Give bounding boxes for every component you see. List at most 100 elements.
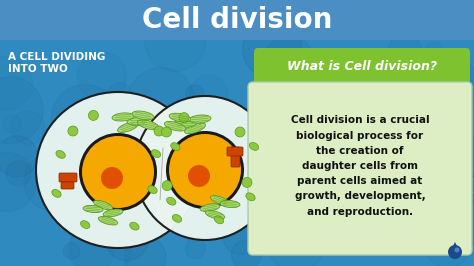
Polygon shape: [450, 242, 460, 252]
Circle shape: [52, 85, 118, 152]
Circle shape: [144, 117, 171, 143]
Circle shape: [331, 78, 357, 105]
Ellipse shape: [169, 113, 191, 122]
Circle shape: [0, 153, 36, 211]
Circle shape: [398, 209, 420, 232]
Circle shape: [401, 190, 465, 253]
Ellipse shape: [137, 120, 159, 130]
Circle shape: [235, 127, 245, 137]
Circle shape: [293, 197, 314, 218]
Ellipse shape: [249, 143, 259, 150]
Circle shape: [101, 167, 123, 189]
Circle shape: [292, 72, 311, 91]
Text: A CELL DIVIDING
INTO TWO: A CELL DIVIDING INTO TWO: [8, 52, 105, 74]
Ellipse shape: [112, 113, 134, 121]
Ellipse shape: [98, 217, 118, 225]
Circle shape: [296, 177, 346, 227]
FancyBboxPatch shape: [0, 0, 474, 40]
Ellipse shape: [103, 209, 123, 217]
Ellipse shape: [93, 200, 112, 210]
Circle shape: [88, 110, 99, 120]
Circle shape: [231, 240, 261, 266]
Circle shape: [455, 247, 459, 252]
Ellipse shape: [246, 193, 255, 201]
Ellipse shape: [127, 118, 149, 126]
Circle shape: [64, 243, 80, 259]
Circle shape: [267, 214, 325, 266]
Circle shape: [395, 61, 442, 108]
Circle shape: [425, 221, 471, 266]
Circle shape: [0, 136, 37, 177]
Ellipse shape: [220, 200, 240, 207]
Text: Cell division is a crucial
biological process for
the creation of
daughter cells: Cell division is a crucial biological pr…: [291, 115, 429, 217]
Circle shape: [263, 36, 315, 88]
Circle shape: [242, 177, 252, 188]
Ellipse shape: [210, 196, 229, 205]
Circle shape: [140, 129, 197, 186]
Circle shape: [107, 83, 133, 109]
Circle shape: [243, 19, 302, 79]
Circle shape: [179, 113, 189, 123]
Circle shape: [188, 165, 210, 187]
Circle shape: [277, 135, 319, 178]
Circle shape: [360, 164, 409, 213]
Ellipse shape: [56, 151, 65, 158]
Circle shape: [425, 42, 443, 59]
Circle shape: [24, 152, 83, 211]
Circle shape: [362, 130, 394, 162]
Circle shape: [403, 178, 426, 201]
FancyBboxPatch shape: [248, 82, 472, 255]
Circle shape: [205, 147, 238, 180]
Ellipse shape: [151, 150, 161, 157]
Circle shape: [162, 127, 172, 137]
Circle shape: [390, 94, 438, 142]
Circle shape: [79, 133, 157, 211]
Circle shape: [6, 161, 31, 186]
Circle shape: [99, 119, 142, 162]
Ellipse shape: [214, 216, 224, 224]
Ellipse shape: [173, 214, 182, 222]
Ellipse shape: [135, 96, 275, 240]
Circle shape: [70, 216, 132, 266]
Circle shape: [443, 134, 474, 178]
Circle shape: [365, 52, 403, 90]
Circle shape: [333, 152, 372, 191]
Ellipse shape: [174, 119, 196, 127]
Circle shape: [11, 111, 45, 144]
Circle shape: [145, 10, 206, 71]
Ellipse shape: [148, 186, 157, 194]
Text: What is Cell division?: What is Cell division?: [287, 60, 437, 73]
Circle shape: [223, 219, 258, 255]
Circle shape: [105, 217, 149, 261]
Circle shape: [0, 57, 32, 110]
Ellipse shape: [130, 222, 139, 230]
Ellipse shape: [200, 204, 220, 211]
Circle shape: [447, 194, 474, 244]
Circle shape: [353, 91, 421, 160]
Circle shape: [186, 85, 204, 103]
Circle shape: [388, 34, 422, 69]
Circle shape: [285, 65, 332, 112]
Ellipse shape: [189, 115, 211, 123]
Circle shape: [262, 124, 310, 172]
Circle shape: [261, 158, 313, 210]
Circle shape: [82, 136, 154, 208]
Circle shape: [3, 115, 21, 133]
Ellipse shape: [171, 143, 180, 151]
Ellipse shape: [132, 111, 154, 120]
Ellipse shape: [52, 189, 61, 197]
FancyBboxPatch shape: [254, 48, 470, 86]
Circle shape: [399, 230, 423, 254]
Circle shape: [396, 162, 442, 208]
Circle shape: [335, 197, 390, 252]
Circle shape: [185, 239, 205, 258]
Circle shape: [169, 134, 241, 206]
Circle shape: [125, 237, 166, 266]
Circle shape: [190, 75, 228, 113]
Circle shape: [433, 63, 474, 115]
Circle shape: [448, 245, 462, 259]
FancyBboxPatch shape: [227, 147, 243, 156]
Ellipse shape: [164, 122, 186, 131]
Ellipse shape: [118, 122, 138, 132]
Circle shape: [78, 52, 127, 101]
